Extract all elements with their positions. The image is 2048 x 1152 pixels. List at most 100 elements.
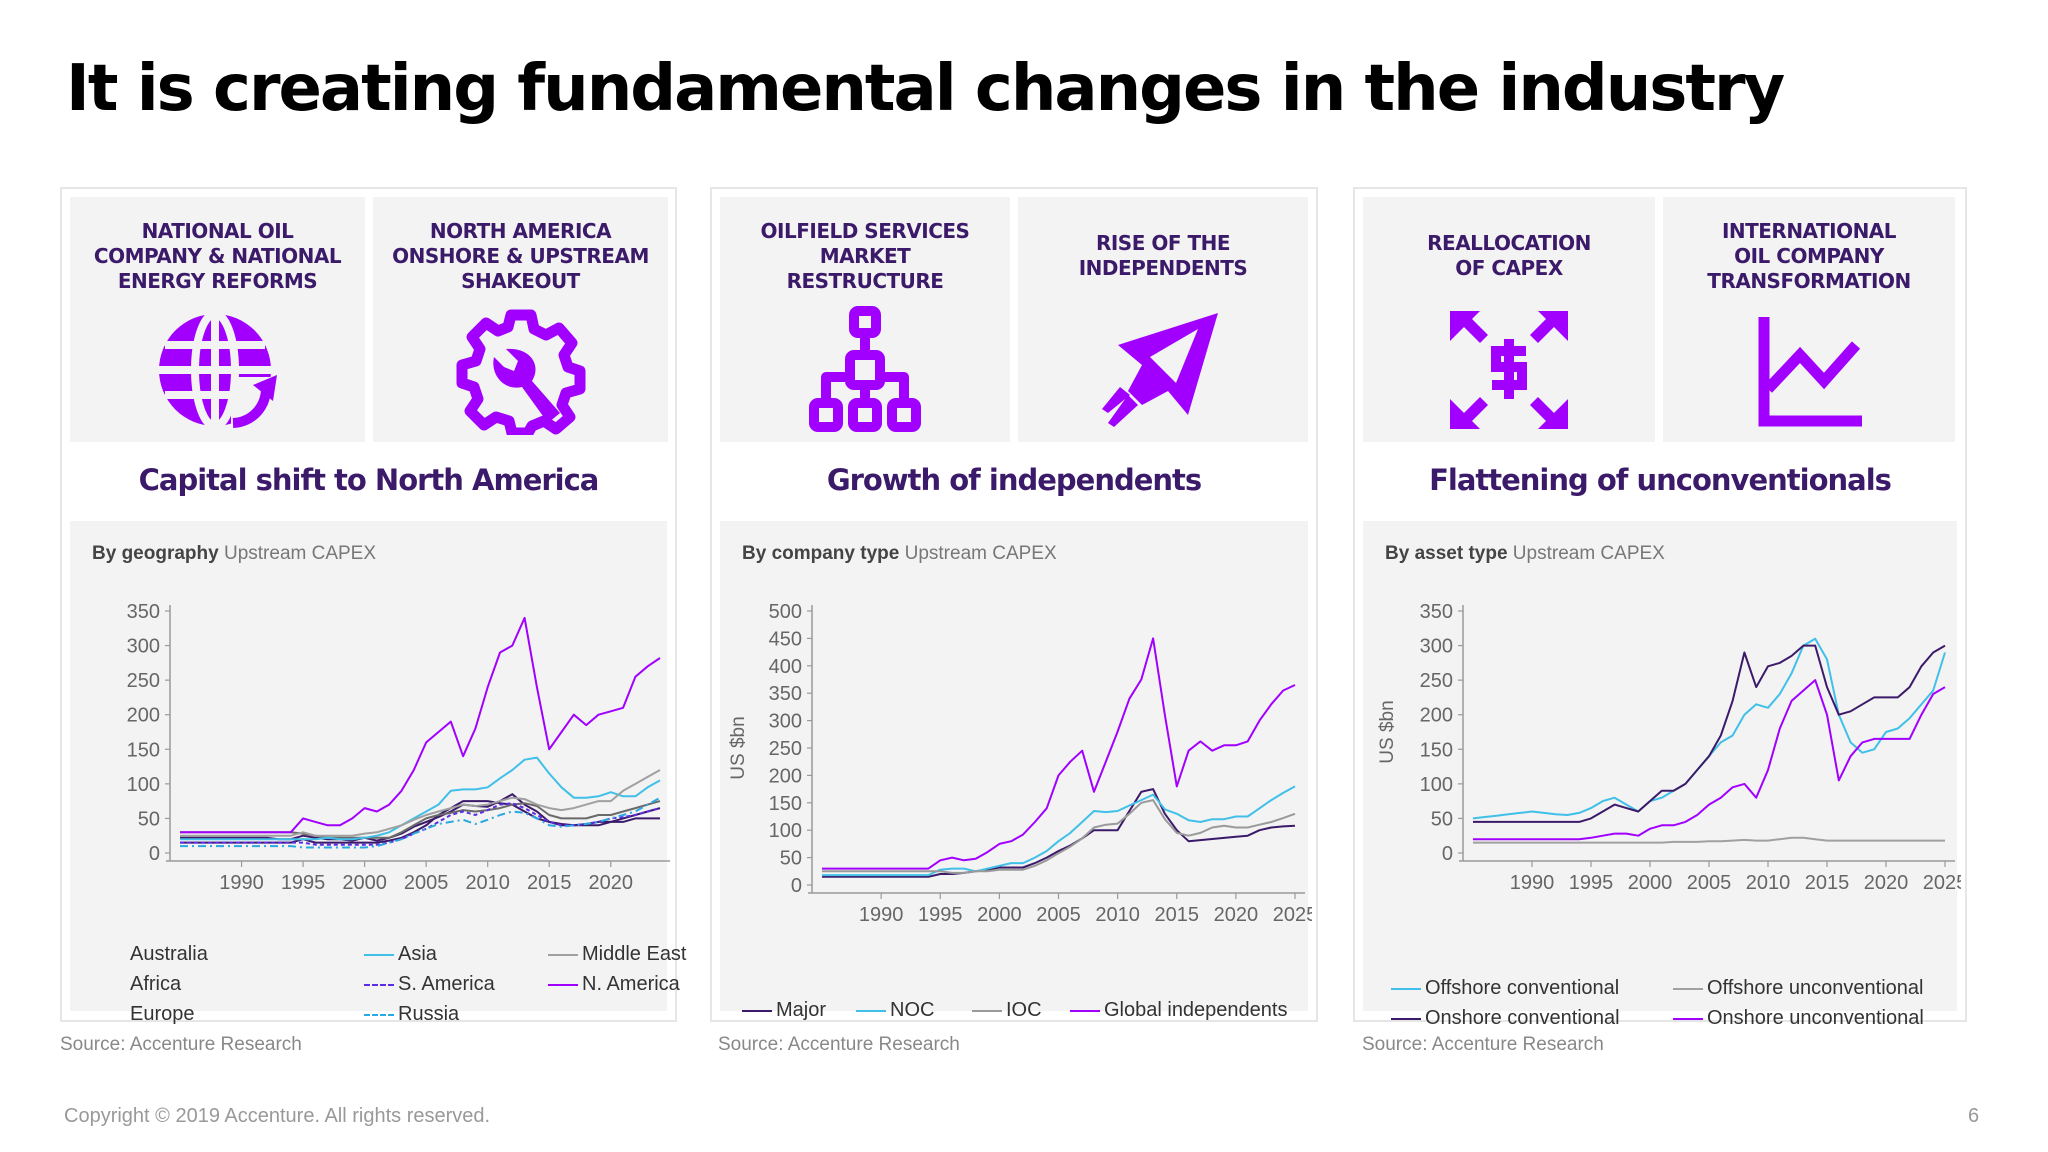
y-tick-label: 150 — [1420, 739, 1453, 761]
legend-label: Onshore unconventional — [1707, 1007, 1924, 1029]
panel-subhead: Capital shift to North America — [138, 463, 600, 497]
chart-label-text: Upstream CAPEX — [904, 543, 1057, 564]
panel-geography: NATIONAL OIL COMPANY & NATIONAL ENERGY R… — [60, 187, 687, 1025]
legend-item: Europe — [130, 1003, 195, 1026]
tile-na-shakeout: NORTH AMERICA ONSHORE & UPSTREAM SHAKEOU… — [373, 197, 668, 442]
x-tick-label: 2025 — [1923, 872, 1961, 894]
legend-label: Africa — [130, 973, 182, 995]
chart-label: By company type Upstream CAPEX — [742, 543, 1057, 565]
x-tick-label: 2010 — [1095, 904, 1140, 926]
legend-swatch — [548, 953, 578, 956]
x-tick-label: 1990 — [219, 872, 263, 894]
y-tick-label: 350 — [1420, 601, 1453, 623]
panel-subhead: Flattening of unconventionals — [1429, 463, 1892, 497]
legend-swatch — [364, 953, 394, 956]
legend-swatch — [364, 983, 394, 986]
legend-label: NOC — [890, 999, 935, 1021]
legend-label: Global independents — [1104, 999, 1288, 1021]
series-line-ioc — [822, 799, 1296, 874]
tile-title: OILFIELD SERVICES MARKET RESTRUCTURE — [760, 219, 970, 293]
legend-label: Onshore conventional — [1425, 1007, 1620, 1029]
y-tick-label: 250 — [769, 738, 802, 760]
y-tick-label: 50 — [780, 848, 802, 870]
series-line-russia — [180, 796, 661, 849]
legend-item: Africa — [130, 973, 181, 996]
source-note: Source: Accenture Research — [60, 1034, 302, 1055]
panel-company-type: OILFIELD SERVICES MARKET RESTRUCTURE RIS… — [710, 187, 1318, 1022]
legend-label: Offshore conventional — [1425, 977, 1620, 999]
x-tick-label: 2000 — [1628, 872, 1673, 894]
tile-title: RISE OF THE INDEPENDENTS — [1078, 231, 1248, 280]
tile-title: NORTH AMERICA ONSHORE & UPSTREAM SHAKEOU… — [392, 219, 649, 293]
y-tick-label: 250 — [1420, 670, 1453, 692]
x-tick-label: 2000 — [342, 872, 387, 894]
line-chart: 0 50 100 150 200 250 300 350 1990 1995 2000 2005 201… — [127, 601, 670, 894]
x-tick-label: 1995 — [1569, 872, 1614, 894]
chart-company-type: By company type Upstream CAPEX 0 50 100 150… — [720, 521, 1312, 1021]
tile-title: INTERNATIONAL OIL COMPANY TRANSFORMATION — [1707, 219, 1911, 293]
y-tick-label: 50 — [138, 808, 160, 830]
line-chart: 0 50 100 150 200 250 300 350 400 450 500 1990 1995 20… — [728, 601, 1312, 926]
y-tick-label: 0 — [1442, 843, 1453, 865]
legend-label: Australia — [130, 943, 208, 965]
legend-item: S. America — [364, 973, 495, 996]
y-tick-label: 100 — [127, 774, 160, 796]
legend-label: Europe — [130, 1003, 195, 1025]
legend-swatch — [364, 1013, 394, 1016]
series-line-global-independents — [822, 637, 1296, 870]
source-note: Source: Accenture Research — [1362, 1034, 1604, 1055]
panel-asset-type: REALLOCATION OF CAPEX INTERNATIONAL OIL … — [1353, 187, 1967, 1029]
series-line-n-america — [180, 616, 661, 834]
y-tick-label: 350 — [127, 601, 160, 623]
legend-swatch — [1673, 1017, 1703, 1020]
legend-swatch — [1673, 987, 1703, 990]
chart-label-bold: By company type — [742, 543, 900, 564]
legend-item: Global independents — [1070, 999, 1287, 1022]
legend-label: Major — [776, 999, 827, 1021]
y-tick-label: 400 — [769, 656, 802, 678]
y-tick-label: 500 — [769, 601, 802, 623]
x-tick-label: 2020 — [1864, 872, 1909, 894]
y-tick-label: 250 — [127, 670, 160, 692]
x-tick-label: 2005 — [404, 872, 449, 894]
legend-item: Onshore unconventional — [1673, 1007, 1924, 1030]
series-line-onshore-unconventional — [1473, 679, 1946, 841]
y-tick-label: 200 — [127, 705, 160, 727]
y-tick-label: 0 — [149, 843, 160, 865]
legend-swatch — [1391, 1017, 1421, 1020]
tile-noc-reforms: NATIONAL OIL COMPANY & NATIONAL ENERGY R… — [70, 197, 365, 442]
tile-ofs-restructure: OILFIELD SERVICES MARKET RESTRUCTURE — [720, 197, 1010, 442]
y-tick-label: 50 — [1431, 808, 1453, 830]
legend-swatch — [1070, 1009, 1100, 1012]
legend-item: N. America — [548, 973, 680, 996]
x-tick-label: 1995 — [918, 904, 963, 926]
rocket-icon — [1102, 313, 1218, 427]
y-tick-label: 200 — [1420, 705, 1453, 727]
chart-asset-type: By asset type Upstream CAPEX 0 50 100 150 20… — [1363, 521, 1961, 1029]
legend-item: Australia — [130, 943, 208, 966]
series-line-major — [822, 788, 1296, 878]
y-tick-label: 100 — [769, 820, 802, 842]
chart-label-bold: By geography — [92, 543, 219, 564]
legend-label: N. America — [582, 973, 680, 995]
legend-item: NOC — [856, 999, 934, 1022]
legend-item: Major — [742, 999, 826, 1022]
legend-swatch — [972, 1009, 1002, 1012]
legend-item: IOC — [972, 999, 1042, 1022]
legend-swatch — [856, 1009, 886, 1012]
chart-label-text: Upstream CAPEX — [223, 543, 377, 564]
x-tick-label: 2020 — [1214, 904, 1259, 926]
y-tick-label: 300 — [1420, 636, 1453, 658]
series-line-onshore-conventional — [1473, 644, 1946, 823]
legend-item: Offshore conventional — [1391, 977, 1619, 1000]
legend-label: Middle East — [582, 943, 687, 965]
x-tick-label: 2005 — [1687, 872, 1732, 894]
series-line-offshore-unconventional — [1473, 836, 1945, 844]
series-line-s-america — [180, 802, 661, 846]
y-tick-label: 450 — [769, 628, 802, 650]
tile-title: REALLOCATION OF CAPEX — [1427, 231, 1591, 280]
x-tick-label: 1990 — [859, 904, 904, 926]
y-axis-label: US $bn — [728, 716, 749, 779]
legend-swatch — [548, 983, 578, 986]
source-note: Source: Accenture Research — [718, 1034, 960, 1055]
